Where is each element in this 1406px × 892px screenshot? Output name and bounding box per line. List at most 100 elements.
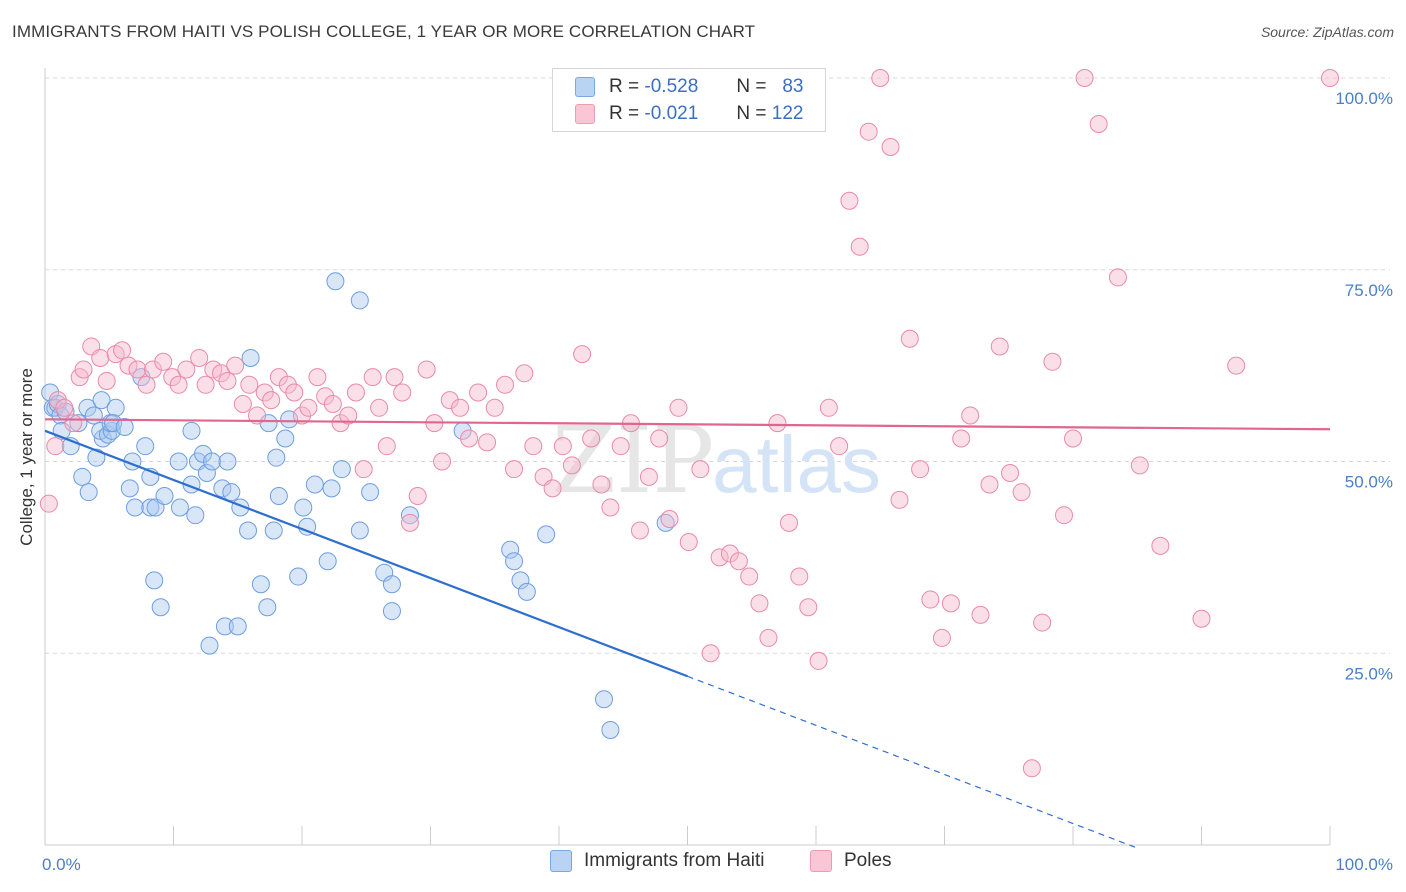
haiti-point <box>239 521 258 540</box>
haiti-point <box>322 479 341 498</box>
legend-n-value: 83 <box>782 76 804 97</box>
y-axis-title: College, 1 year or more <box>17 368 36 546</box>
poles-point <box>980 475 999 494</box>
poles-point <box>1321 69 1339 87</box>
poles-point <box>400 513 419 532</box>
poles-point <box>1055 506 1074 525</box>
haiti-point <box>92 391 111 410</box>
poles-point <box>515 364 534 383</box>
x-tick-label: 0.0% <box>42 855 81 874</box>
legend-swatch-pink <box>575 104 595 124</box>
y-tick-label: 100.0% <box>1335 89 1393 108</box>
haiti-point <box>87 448 106 467</box>
poles-point <box>469 383 488 402</box>
poles-point <box>460 429 479 448</box>
haiti-point <box>155 487 174 506</box>
series-legend-poles[interactable]: Poles <box>810 850 892 872</box>
poles-point <box>97 371 116 390</box>
haiti-point <box>213 479 232 498</box>
poles-point <box>285 383 304 402</box>
poles-point <box>143 360 162 379</box>
poles-point <box>451 398 470 417</box>
watermark-atlas: atlas <box>712 420 881 509</box>
poles-point <box>611 437 630 456</box>
series-label-haiti: Immigrants from Haiti <box>584 850 765 871</box>
poles-point <box>218 371 237 390</box>
poles-trend-line <box>44 418 1331 431</box>
legend-n-value: 122 <box>771 103 804 124</box>
poles-point <box>212 364 231 383</box>
poles-point <box>941 594 960 613</box>
legend-n-label: N = <box>736 76 767 97</box>
poles-point <box>900 329 919 348</box>
legend-swatch-blue <box>575 77 595 97</box>
poles-point <box>710 548 729 567</box>
poles-point <box>890 490 909 509</box>
poles-point <box>601 498 620 517</box>
legend-row-haiti: R = -0.528 N = 83 <box>575 75 803 99</box>
haiti-point <box>218 452 237 471</box>
poles-point <box>363 368 382 387</box>
haiti-point <box>601 720 620 739</box>
haiti-point <box>186 506 205 525</box>
haiti-point <box>120 479 139 498</box>
haiti-point <box>269 487 288 506</box>
haiti-point <box>222 483 241 502</box>
poles-point <box>316 387 335 406</box>
stats-legend: R = -0.528 N = 83 R = -0.021 N = 122 <box>552 68 826 132</box>
poles-point <box>154 352 173 371</box>
poles-point <box>119 356 138 375</box>
haiti-point <box>215 617 234 636</box>
poles-point <box>562 456 581 475</box>
poles-point <box>233 394 252 413</box>
haiti-point <box>382 575 401 594</box>
tick-labels: 25.0% 50.0% 75.0% 100.0% 0.0% 100.0% <box>42 89 1393 874</box>
poles-point <box>780 513 799 532</box>
poles-point <box>64 414 83 433</box>
legend-r-value: -0.528 <box>644 76 699 97</box>
watermark: ZIP atlas <box>552 407 881 514</box>
series-label-poles: Poles <box>844 850 892 871</box>
legend-row-poles: R = -0.021 N = 122 <box>575 102 803 126</box>
poles-point <box>553 437 572 456</box>
poles-point <box>850 237 869 256</box>
poles-point <box>1022 759 1041 778</box>
poles-point <box>393 383 412 402</box>
poles-point <box>417 360 436 379</box>
haiti-trend-line <box>44 429 688 678</box>
haiti-point <box>79 483 98 502</box>
poles-point <box>582 429 601 448</box>
poles-point <box>323 394 342 413</box>
poles-point <box>1001 464 1020 483</box>
poles-point <box>262 391 281 410</box>
source-credit: Source: ZipAtlas.com <box>1260 24 1394 40</box>
haiti-point <box>264 521 283 540</box>
haiti-point <box>200 636 219 655</box>
series-legend-haiti[interactable]: Immigrants from Haiti <box>550 850 765 872</box>
haiti-point <box>169 452 188 471</box>
poles-point <box>377 437 396 456</box>
poles-point <box>137 375 156 394</box>
haiti-point <box>78 398 97 417</box>
x-tick-label: 100.0% <box>1335 855 1393 874</box>
haiti-point <box>136 437 155 456</box>
poles-point <box>177 360 196 379</box>
poles-point <box>1064 429 1082 448</box>
poles-point <box>39 494 58 513</box>
haiti-point <box>141 498 160 517</box>
poles-point <box>961 406 980 425</box>
poles-point <box>1033 613 1052 632</box>
legend-r-label: R = <box>609 103 640 124</box>
poles-point <box>91 348 110 367</box>
poles-point <box>1089 115 1108 134</box>
poles-point <box>248 406 267 425</box>
poles-point <box>759 628 778 647</box>
series-swatch-pink <box>810 850 832 872</box>
poles-point <box>639 467 658 486</box>
poles-point <box>871 69 890 87</box>
poles-point <box>485 398 504 417</box>
haiti-point <box>332 460 351 479</box>
poles-point <box>496 375 515 394</box>
haiti-point <box>537 525 556 544</box>
poles-point <box>932 628 951 647</box>
